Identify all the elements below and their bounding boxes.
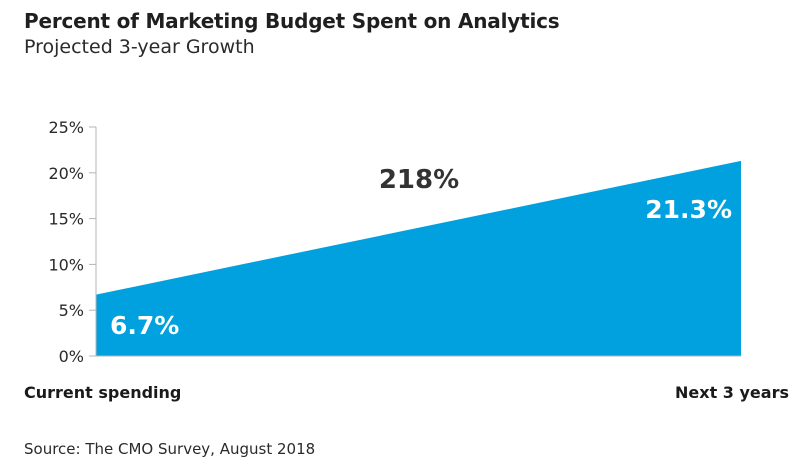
x-category-next: Next 3 years — [675, 383, 789, 402]
y-tick-label: 10% — [48, 255, 84, 274]
source-note: Source: The CMO Survey, August 2018 — [24, 440, 315, 458]
source-label: Source: — [24, 440, 81, 458]
y-tick-label: 15% — [48, 210, 84, 229]
data-label-current: 6.7% — [110, 311, 179, 340]
y-tick-label: 25% — [48, 118, 84, 137]
y-tick-label: 5% — [59, 301, 84, 320]
source-text: The CMO Survey, August 2018 — [80, 440, 316, 458]
x-category-current: Current spending — [24, 383, 181, 402]
data-label-next: 21.3% — [645, 195, 732, 224]
chart-title: Percent of Marketing Budget Spent on Ana… — [24, 9, 560, 33]
analytics-area — [96, 160, 741, 356]
growth-label: 218% — [379, 165, 459, 195]
y-tick-label: 20% — [48, 164, 84, 183]
chart-subtitle: Projected 3-year Growth — [24, 36, 255, 58]
y-tick-label: 0% — [59, 347, 84, 366]
